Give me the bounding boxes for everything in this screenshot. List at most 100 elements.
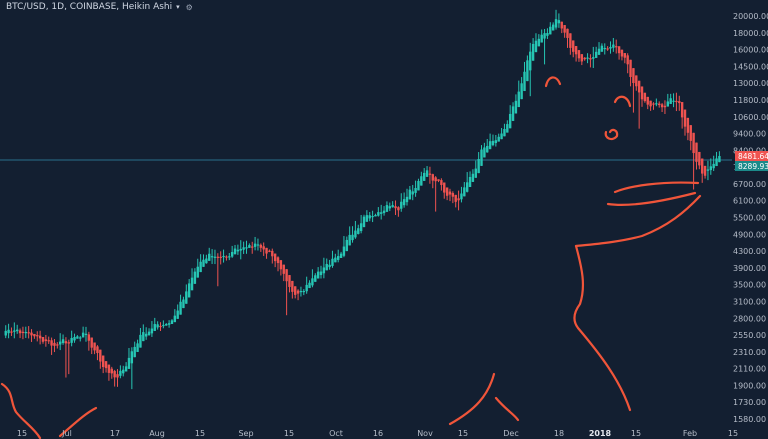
- candle-up: [328, 259, 331, 270]
- candle-up: [712, 155, 715, 172]
- candle-up: [316, 267, 320, 279]
- candle-body: [374, 214, 377, 217]
- candle-body: [488, 141, 492, 150]
- candle-up: [523, 61, 526, 92]
- candle-down: [454, 194, 457, 208]
- candle-up: [173, 309, 177, 323]
- candle-up: [391, 201, 394, 208]
- candle-body: [153, 324, 156, 331]
- candle-down: [113, 369, 116, 387]
- candle-up: [339, 251, 343, 258]
- candle-up: [13, 322, 16, 339]
- candle-body: [385, 205, 389, 212]
- symbol-title[interactable]: BTC/USD, 1D, COINBASE, Heikin Ashi: [6, 2, 173, 12]
- candle-down: [107, 364, 111, 381]
- candle-body: [523, 71, 526, 92]
- candle-body: [127, 357, 131, 369]
- candle-body: [454, 194, 457, 202]
- candle-up: [239, 240, 242, 260]
- candle-body: [606, 48, 609, 50]
- candle-up: [331, 250, 334, 268]
- candle-down: [294, 286, 297, 299]
- candle-up: [597, 42, 601, 55]
- close-price-text: 8289.93: [738, 162, 768, 171]
- candle-body: [709, 166, 713, 171]
- candle-up: [79, 335, 82, 342]
- candle-down: [686, 117, 690, 141]
- candle-down: [574, 46, 578, 62]
- candle-up: [228, 252, 231, 261]
- candle-down: [251, 241, 254, 254]
- candle-body: [655, 103, 658, 105]
- candle-body: [21, 331, 25, 334]
- candle-body: [577, 50, 581, 59]
- candle-down: [93, 342, 96, 355]
- candle-up: [182, 296, 185, 309]
- candle-body: [276, 257, 280, 264]
- candle-body: [351, 234, 354, 241]
- candle-body: [56, 344, 59, 346]
- candle-up: [477, 152, 480, 174]
- candle-up: [337, 249, 340, 263]
- y-tick-label: 1900.00: [733, 381, 766, 390]
- candle-body: [663, 105, 667, 108]
- candle-up: [136, 339, 139, 352]
- candle-down: [271, 248, 274, 264]
- candle-up: [503, 123, 506, 137]
- candle-up: [187, 279, 191, 298]
- candle-down: [623, 52, 627, 64]
- candle-body: [311, 278, 314, 286]
- candle-body: [170, 320, 174, 324]
- candle-down: [219, 251, 222, 265]
- candle-up: [208, 247, 211, 261]
- candle-body: [259, 244, 263, 248]
- candle-up: [672, 93, 675, 108]
- candle-body: [156, 324, 159, 328]
- candle-up: [319, 265, 323, 279]
- y-tick-label: 2110.00: [733, 365, 766, 374]
- candle-down: [692, 132, 695, 190]
- candle-down: [431, 173, 434, 189]
- candle-up: [483, 142, 486, 158]
- candle-body: [425, 170, 429, 177]
- candle-up: [354, 220, 357, 239]
- candle-body: [715, 158, 718, 167]
- candle-down: [566, 28, 569, 48]
- candle-body: [422, 172, 426, 181]
- candle-body: [414, 187, 417, 193]
- candle-up: [139, 328, 142, 348]
- gear-icon[interactable]: ⚙: [185, 2, 193, 12]
- last-price-badge: [735, 151, 768, 161]
- arm-left-inner-stroke: [58, 406, 98, 438]
- candle-body: [265, 247, 268, 254]
- candle-up: [491, 134, 495, 147]
- x-tick-label: 15: [631, 429, 641, 438]
- candle-down: [660, 103, 664, 113]
- candle-body: [574, 46, 578, 55]
- candle-body: [58, 341, 62, 345]
- candle-body: [652, 103, 655, 105]
- candle-body: [457, 198, 460, 201]
- candle-down: [99, 349, 102, 369]
- chart-header[interactable]: BTC/USD, 1D, COINBASE, Heikin Ashi ▾ ⚙: [6, 2, 193, 12]
- candle-body: [30, 332, 33, 336]
- candle-down: [21, 326, 25, 340]
- candle-body: [660, 104, 664, 108]
- candle-up: [58, 333, 62, 351]
- candle-down: [33, 333, 36, 339]
- candle-up: [193, 268, 197, 284]
- candle-body: [362, 216, 366, 228]
- candle-body: [402, 199, 406, 206]
- candle-body: [560, 21, 563, 29]
- candle-body: [81, 332, 85, 338]
- candle-body: [18, 330, 22, 334]
- candle-body: [279, 260, 283, 270]
- candle-body: [617, 46, 621, 54]
- chevron-down-icon[interactable]: ▾: [176, 3, 180, 11]
- candle-down: [663, 100, 667, 114]
- candle-down: [50, 337, 53, 355]
- candle-body: [182, 299, 185, 309]
- candle-body: [251, 246, 254, 248]
- y-tick-label: 20000.00: [733, 12, 768, 21]
